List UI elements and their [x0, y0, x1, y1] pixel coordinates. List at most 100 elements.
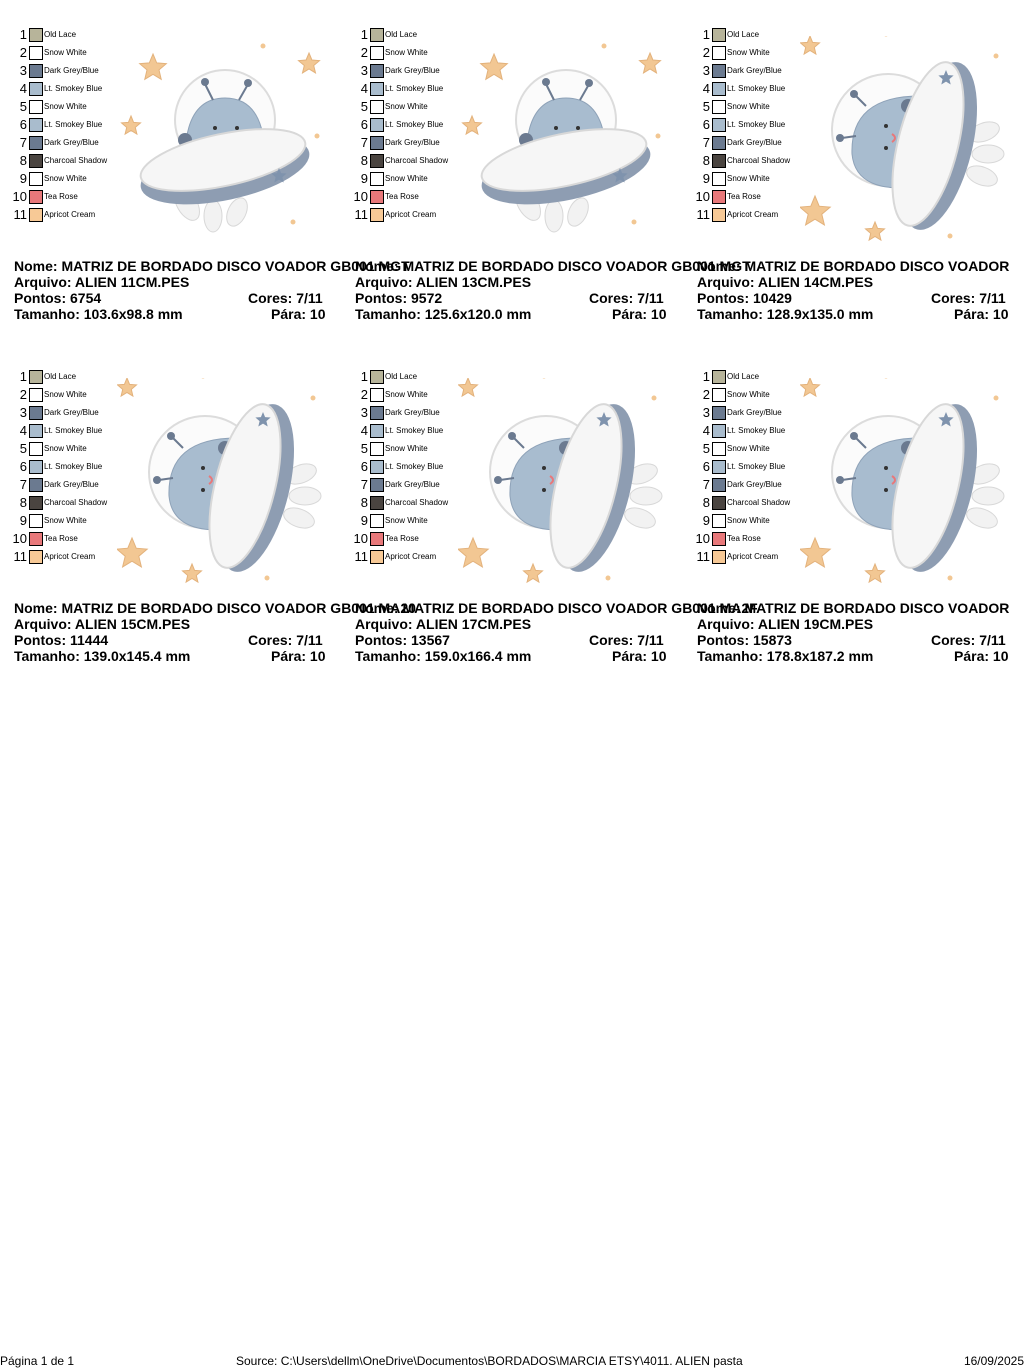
- thread-number: 5: [19, 441, 27, 456]
- thread-number: 5: [360, 99, 368, 114]
- thread-row: 6 Lt. Smokey Blue: [683, 458, 823, 476]
- thread-swatch: [29, 208, 43, 222]
- thread-row: 11 Apricot Cream: [683, 548, 823, 566]
- print-date: 16/09/2025: [963, 1354, 1024, 1368]
- color-count: Cores: 7/11: [248, 632, 323, 648]
- source-path: Source: C:\Users\dellm\OneDrive\Document…: [236, 1354, 743, 1368]
- thread-name: Snow White: [727, 516, 770, 525]
- stops-count: Pára: 10: [954, 306, 1009, 322]
- thread-swatch: [712, 208, 726, 222]
- thread-number: 8: [702, 495, 710, 510]
- thread-name: Snow White: [44, 102, 87, 111]
- thread-row: 9 Snow White: [0, 512, 140, 530]
- file-name: Arquivo: ALIEN 17CM.PES: [355, 616, 532, 632]
- thread-name: Apricot Cream: [385, 210, 437, 219]
- thread-swatch: [370, 190, 384, 204]
- thread-row: 10 Tea Rose: [0, 530, 140, 548]
- thread-name: Snow White: [385, 102, 428, 111]
- thread-number: 9: [702, 513, 710, 528]
- design-name: Nome: MATRIZ DE BORDADO DISCO VOADOR GB0…: [14, 600, 416, 616]
- thread-row: 6 Lt. Smokey Blue: [341, 116, 481, 134]
- thread-row: 10 Tea Rose: [683, 530, 823, 548]
- thread-number: 4: [702, 423, 710, 438]
- thread-name: Dark Grey/Blue: [44, 480, 99, 489]
- color-count: Cores: 7/11: [248, 290, 323, 306]
- thread-swatch: [370, 388, 384, 402]
- stops-count: Pára: 10: [271, 306, 326, 322]
- stitch-count: Pontos: 10429: [697, 290, 792, 306]
- thread-row: 8 Charcoal Shadow: [683, 494, 823, 512]
- embroidery-preview-image: [798, 31, 1010, 263]
- thread-row: 8 Charcoal Shadow: [0, 494, 140, 512]
- thread-number: 9: [360, 513, 368, 528]
- thread-swatch: [29, 28, 43, 42]
- thread-swatch: [370, 154, 384, 168]
- thread-number: 6: [360, 459, 368, 474]
- thread-swatch: [712, 514, 726, 528]
- thread-number: 7: [360, 135, 368, 150]
- thread-row: 6 Lt. Smokey Blue: [0, 458, 140, 476]
- thread-row: 2 Snow White: [341, 44, 481, 62]
- thread-number: 4: [702, 81, 710, 96]
- thread-name: Charcoal Shadow: [727, 498, 791, 507]
- thread-row: 4 Lt. Smokey Blue: [341, 422, 481, 440]
- thread-name: Snow White: [385, 444, 428, 453]
- thread-name: Lt. Smokey Blue: [385, 120, 444, 129]
- thread-name: Lt. Smokey Blue: [385, 84, 444, 93]
- thread-swatch: [370, 406, 384, 420]
- thread-name: Lt. Smokey Blue: [727, 462, 786, 471]
- thread-row: 2 Snow White: [0, 44, 140, 62]
- thread-swatch: [370, 424, 384, 438]
- thread-name: Snow White: [385, 516, 428, 525]
- design-card: 1 Old Lace 2 Snow White 3 Dark Grey/Blue 4 Lt. …: [683, 0, 1024, 342]
- thread-swatch: [29, 478, 43, 492]
- thread-row: 7 Dark Grey/Blue: [0, 476, 140, 494]
- thread-name: Tea Rose: [727, 534, 761, 543]
- thread-row: 11 Apricot Cream: [0, 206, 140, 224]
- thread-row: 7 Dark Grey/Blue: [683, 134, 823, 152]
- thread-number: 6: [19, 459, 27, 474]
- thread-name: Dark Grey/Blue: [727, 138, 782, 147]
- thread-row: 2 Snow White: [341, 386, 481, 404]
- thread-swatch: [29, 460, 43, 474]
- thread-swatch: [29, 442, 43, 456]
- thread-swatch: [370, 118, 384, 132]
- thread-name: Dark Grey/Blue: [385, 408, 440, 417]
- thread-name: Lt. Smokey Blue: [385, 462, 444, 471]
- thread-number: 8: [360, 153, 368, 168]
- thread-swatch: [29, 532, 43, 546]
- thread-swatch: [712, 496, 726, 510]
- design-name: Nome: MATRIZ DE BORDADO DISCO VOADOR GB0…: [355, 600, 758, 616]
- file-name: Arquivo: ALIEN 19CM.PES: [697, 616, 874, 632]
- thread-swatch: [370, 460, 384, 474]
- thread-swatch: [712, 190, 726, 204]
- stitch-count: Pontos: 9572: [355, 290, 443, 306]
- thread-row: 9 Snow White: [0, 170, 140, 188]
- thread-swatch: [712, 28, 726, 42]
- thread-number: 6: [702, 117, 710, 132]
- stops-count: Pára: 10: [271, 648, 326, 664]
- design-name: Nome: MATRIZ DE BORDADO DISCO VOADOR: [697, 258, 1010, 274]
- thread-row: 5 Snow White: [683, 98, 823, 116]
- thread-swatch: [29, 370, 43, 384]
- thread-swatch: [370, 82, 384, 96]
- thread-name: Charcoal Shadow: [44, 156, 108, 165]
- design-name: Nome: MATRIZ DE BORDADO DISCO VOADOR GB0…: [14, 258, 410, 274]
- thread-row: 8 Charcoal Shadow: [341, 152, 481, 170]
- thread-number: 4: [360, 423, 368, 438]
- thread-number: 3: [360, 63, 368, 78]
- thread-row: 1 Old Lace: [341, 26, 481, 44]
- thread-row: 9 Snow White: [683, 170, 823, 188]
- thread-row: 11 Apricot Cream: [341, 206, 481, 224]
- design-card: 1 Old Lace 2 Snow White 3 Dark Grey/Blue 4 Lt. …: [0, 342, 416, 684]
- thread-swatch: [29, 100, 43, 114]
- thread-swatch: [370, 550, 384, 564]
- thread-name: Tea Rose: [44, 534, 78, 543]
- thread-number: 7: [19, 135, 27, 150]
- thread-number: 7: [702, 135, 710, 150]
- thread-row: 4 Lt. Smokey Blue: [341, 80, 481, 98]
- thread-number: 4: [19, 81, 27, 96]
- thread-swatch: [29, 514, 43, 528]
- thread-name: Lt. Smokey Blue: [44, 120, 103, 129]
- thread-swatch: [29, 190, 43, 204]
